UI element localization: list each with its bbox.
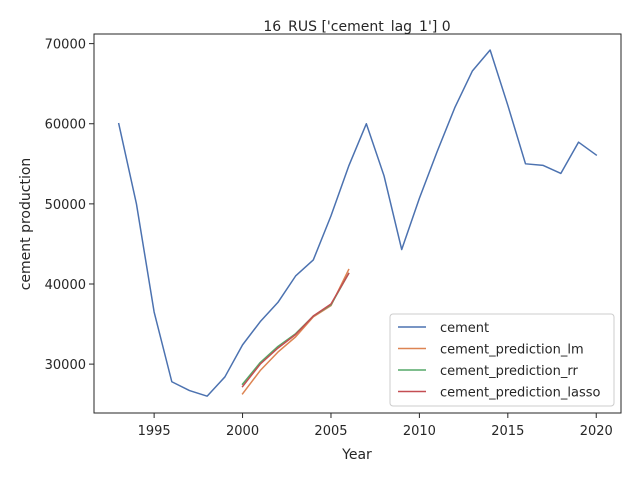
legend-entry: cement_prediction_lasso xyxy=(440,386,600,401)
plot-frame xyxy=(93,33,622,414)
y-tick-label: 40000 xyxy=(45,278,86,293)
x-tick-label: 2020 xyxy=(580,424,613,439)
x-tick-label: 2015 xyxy=(491,424,524,439)
legend-entry: cement_prediction_lm xyxy=(440,343,584,358)
legend: cement cement_prediction_lm cement_predict… xyxy=(389,313,615,407)
x-axis: 1995 2000 2005 2010 2015 2020 xyxy=(138,413,613,439)
chart-title: 16_RUS ['cement_lag_1'] 0 xyxy=(263,19,450,35)
series-line-cement-prediction-lm xyxy=(241,268,350,395)
x-tick-label: 2010 xyxy=(403,424,436,439)
x-tick-label: 1995 xyxy=(138,424,171,439)
plot-lines xyxy=(117,49,598,397)
y-tick-label: 50000 xyxy=(45,198,86,213)
x-tick-label: 2000 xyxy=(226,424,259,439)
x-tick-label: 2005 xyxy=(314,424,347,439)
x-axis-label: Year xyxy=(341,447,372,463)
legend-entry: cement_prediction_rr xyxy=(440,364,578,379)
legend-entry: cement xyxy=(440,321,489,336)
series-line-cement-prediction-lasso xyxy=(241,272,350,388)
y-tick-label: 70000 xyxy=(45,38,86,53)
legend-box xyxy=(389,313,615,407)
y-axis: 30000 40000 50000 60000 70000 xyxy=(45,38,94,373)
y-tick-label: 60000 xyxy=(45,118,86,133)
series-line-cement xyxy=(117,49,598,397)
y-axis-label: cement production xyxy=(18,158,34,291)
y-tick-label: 30000 xyxy=(45,358,86,373)
